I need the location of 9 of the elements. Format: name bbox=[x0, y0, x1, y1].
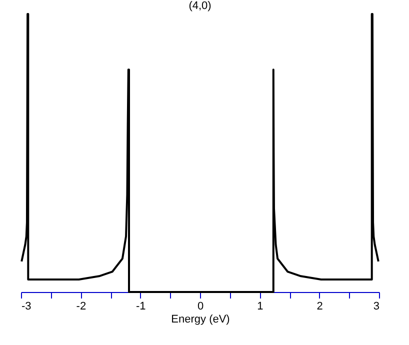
chart-title: (4,0) bbox=[188, 0, 212, 12]
x-tick-label: 0 bbox=[197, 300, 204, 312]
x-tick-label: 3 bbox=[373, 300, 380, 312]
x-tick-label: -3 bbox=[22, 300, 32, 312]
x-tick-label: -1 bbox=[136, 300, 146, 312]
x-axis-title: Energy (eV) bbox=[171, 314, 230, 326]
x-tick-label: 1 bbox=[257, 300, 264, 312]
x-tick-label: -2 bbox=[76, 300, 86, 312]
x-tick-label: 2 bbox=[316, 300, 323, 312]
